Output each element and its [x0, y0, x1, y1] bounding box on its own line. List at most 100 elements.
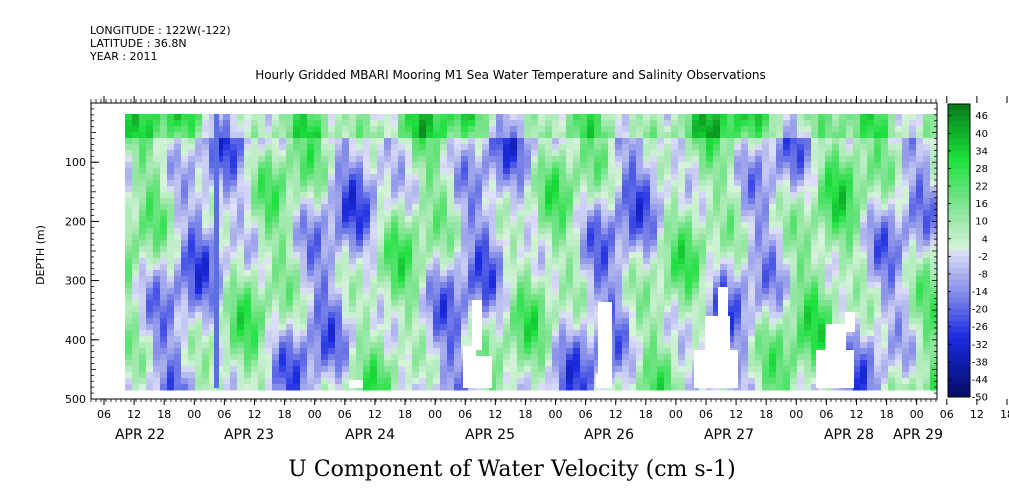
heatmap-cell	[825, 210, 833, 217]
heatmap-cell	[881, 234, 889, 241]
heatmap-cell	[552, 150, 560, 157]
heatmap-cell	[727, 126, 735, 133]
heatmap-cell	[678, 186, 686, 193]
heatmap-cell	[125, 360, 133, 367]
heatmap-cell	[391, 252, 399, 259]
heatmap-cell	[699, 270, 707, 277]
heatmap-cell	[748, 372, 756, 379]
heatmap-cell	[517, 132, 525, 139]
heatmap-cell	[678, 252, 686, 259]
heatmap-cell	[419, 258, 427, 265]
heatmap-cell	[510, 144, 518, 151]
heatmap-cell	[461, 252, 469, 259]
heatmap-cell	[440, 360, 448, 367]
heatmap-cell	[566, 132, 574, 139]
heatmap-cell	[832, 192, 840, 199]
heatmap-cell	[769, 162, 777, 169]
heatmap-cell	[167, 180, 175, 187]
heatmap-cell	[370, 372, 378, 379]
heatmap-cell	[531, 318, 539, 325]
heatmap-cell	[685, 234, 693, 241]
heatmap-cell	[727, 312, 735, 319]
heatmap-cell	[531, 300, 539, 307]
heatmap-cell	[755, 294, 763, 301]
heatmap-cell	[461, 126, 469, 133]
heatmap-cell	[573, 312, 581, 319]
heatmap-cell	[314, 294, 322, 301]
heatmap-cell	[559, 318, 567, 325]
heatmap-cell	[251, 300, 259, 307]
heatmap-cell	[216, 378, 224, 385]
heatmap-cell	[328, 312, 336, 319]
heatmap-cell	[293, 360, 301, 367]
heatmap-cell	[503, 264, 511, 271]
heatmap-cell	[405, 198, 413, 205]
heatmap-cell	[636, 252, 644, 259]
heatmap-cell	[433, 348, 441, 355]
heatmap-cell	[209, 186, 217, 193]
heatmap-cell	[797, 246, 805, 253]
heatmap-cell	[587, 216, 595, 223]
heatmap-cell	[671, 300, 679, 307]
heatmap-cell	[517, 198, 525, 205]
heatmap-cell	[769, 144, 777, 151]
heatmap-cell	[468, 324, 476, 331]
heatmap-cell	[174, 228, 182, 235]
heatmap-cell	[531, 366, 539, 373]
heatmap-cell	[181, 330, 189, 337]
heatmap-cell	[398, 204, 406, 211]
heatmap-cell	[468, 300, 476, 307]
heatmap-cell	[461, 336, 469, 343]
heatmap-cell	[286, 258, 294, 265]
heatmap-cell	[307, 192, 315, 199]
heatmap-cell	[370, 132, 378, 139]
heatmap-cell	[167, 246, 175, 253]
heatmap-cell	[685, 282, 693, 289]
heatmap-cell	[790, 198, 798, 205]
heatmap-cell	[356, 366, 364, 373]
heatmap-cell	[468, 318, 476, 325]
heatmap-cell	[657, 156, 665, 163]
heatmap-cell	[615, 222, 623, 229]
heatmap-cell	[454, 240, 462, 247]
heatmap-cell	[580, 324, 588, 331]
heatmap-cell	[377, 252, 385, 259]
heatmap-cell	[881, 258, 889, 265]
heatmap-cell	[566, 294, 574, 301]
heatmap-cell	[881, 180, 889, 187]
heatmap-cell	[167, 198, 175, 205]
heatmap-cell	[398, 210, 406, 217]
heatmap-cell	[265, 198, 273, 205]
heatmap-cell	[230, 264, 238, 271]
heatmap-cell	[293, 120, 301, 127]
heatmap-cell	[398, 132, 406, 139]
heatmap-cell	[125, 138, 133, 145]
heatmap-cell	[531, 198, 539, 205]
heatmap-cell	[615, 162, 623, 169]
heatmap-cell	[692, 252, 700, 259]
heatmap-cell	[566, 156, 574, 163]
heatmap-cell	[643, 222, 651, 229]
heatmap-cell	[580, 246, 588, 253]
heatmap-cell	[174, 156, 182, 163]
heatmap-cell	[307, 234, 315, 241]
heatmap-cell	[615, 372, 623, 379]
heatmap-cell	[426, 150, 434, 157]
heatmap-cell	[391, 198, 399, 205]
heatmap-cell	[412, 330, 420, 337]
heatmap-cell	[587, 342, 595, 349]
heatmap-cell	[818, 192, 826, 199]
heatmap-cell	[867, 144, 875, 151]
heatmap-cell	[573, 306, 581, 313]
heatmap-cell	[314, 156, 322, 163]
heatmap-cell	[307, 186, 315, 193]
heatmap-cell	[342, 372, 350, 379]
heatmap-cell	[426, 282, 434, 289]
heatmap-cell	[433, 180, 441, 187]
heatmap-cell	[279, 276, 287, 283]
heatmap-cell	[874, 114, 882, 121]
heatmap-cell	[209, 114, 217, 121]
heatmap-cell	[384, 156, 392, 163]
heatmap-cell	[615, 360, 623, 367]
heatmap-cell	[454, 180, 462, 187]
